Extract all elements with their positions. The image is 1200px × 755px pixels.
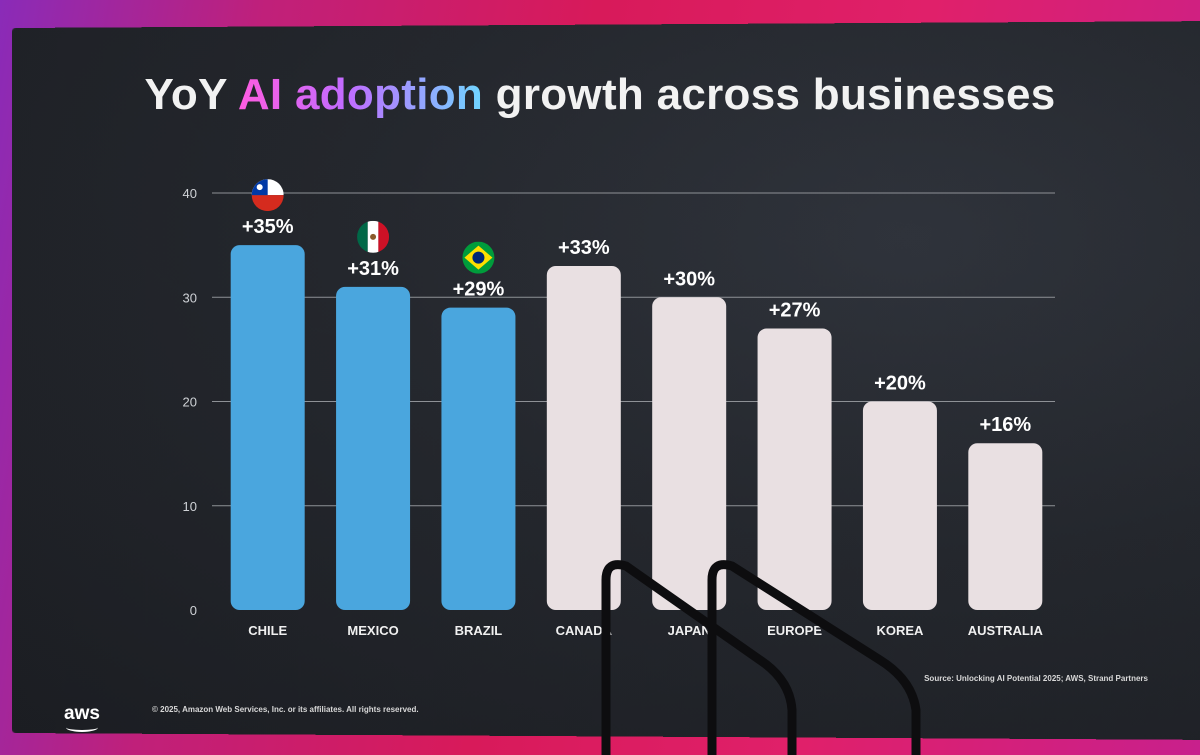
- data-label: +35%: [242, 216, 294, 238]
- category-label: AUSTRALIA: [968, 623, 1044, 638]
- title-suffix: growth across businesses: [495, 70, 1056, 119]
- category-label: MEXICO: [347, 623, 398, 638]
- y-tick-label: 20: [183, 395, 197, 410]
- y-tick-label: 30: [183, 290, 197, 305]
- bar-japan: [652, 297, 727, 610]
- bar-korea: [862, 401, 937, 610]
- data-label: +29%: [453, 279, 505, 301]
- slide-title: YoY AI adoption growth across businesses: [0, 70, 1200, 120]
- data-label: +16%: [979, 414, 1031, 436]
- bar-mexico: [336, 286, 411, 610]
- mexico-flag-icon: [357, 220, 390, 253]
- data-label: +33%: [558, 237, 610, 259]
- category-label: EUROPE: [767, 623, 822, 638]
- data-label: +20%: [874, 373, 926, 395]
- bar-australia: [968, 443, 1043, 610]
- category-label: JAPAN: [668, 623, 711, 638]
- y-tick-label: 10: [183, 499, 197, 514]
- brazil-flag-icon: [462, 241, 495, 274]
- aws-smile-icon: [66, 723, 98, 732]
- category-label: BRAZIL: [455, 623, 503, 638]
- data-label: +31%: [347, 258, 399, 280]
- category-label: CANADA: [556, 623, 613, 638]
- chile-flag-icon: [251, 179, 284, 212]
- category-label: KOREA: [876, 623, 924, 638]
- bar-europe: [757, 328, 832, 610]
- aws-logo: aws: [64, 703, 114, 735]
- title-highlight: AI adoption: [237, 70, 484, 119]
- bar-canada: [546, 265, 621, 610]
- aws-logo-text: aws: [64, 703, 100, 724]
- category-label: CHILE: [248, 623, 287, 638]
- data-label: +27%: [769, 300, 821, 322]
- y-tick-label: 0: [190, 603, 197, 618]
- title-prefix: YoY: [144, 70, 227, 119]
- copyright-note: © 2025, Amazon Web Services, Inc. or its…: [152, 705, 419, 714]
- bar-chile: [230, 245, 305, 610]
- y-tick-label: 40: [183, 186, 197, 201]
- bar-brazil: [441, 307, 516, 610]
- data-label: +30%: [663, 268, 715, 290]
- source-note: Source: Unlocking AI Potential 2025; AWS…: [924, 674, 1148, 683]
